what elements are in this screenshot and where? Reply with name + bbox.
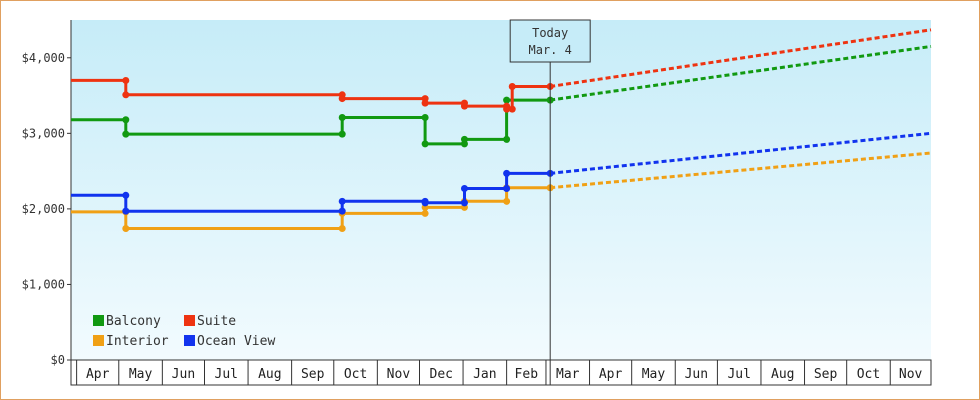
data-point-balcony [338,113,346,121]
series-suite [71,28,932,113]
data-point-suite [122,76,130,84]
data-point-balcony [503,96,511,104]
data-point-balcony [122,116,130,124]
data-point-interior [503,197,511,205]
data-point-ocean-view [338,197,346,205]
y-tick-label: $3,000 [22,126,65,140]
legend: Balcony Suite Interior Ocean View [93,314,275,349]
data-point-balcony [338,130,346,138]
y-tick-label: $4,000 [22,51,65,65]
x-tick-label: Aug [771,367,794,382]
x-tick-label: Mar [556,367,580,382]
data-point-interior [421,209,429,217]
data-point-suite [122,91,130,99]
data-point-ocean-view [122,207,130,215]
x-tick-label: Jun [172,367,195,382]
legend-swatch-interior [93,335,104,346]
data-point-ocean-view [460,184,468,192]
data-point-balcony [421,113,429,121]
x-tick-label: Feb [515,367,539,382]
legend-swatch-ocean-view [184,335,195,346]
legend-label-interior: Interior [106,334,169,349]
x-tick-label: Nov [387,367,411,382]
data-point-suite [421,99,429,107]
data-point-suite [460,102,468,110]
data-point-ocean-view [421,199,429,207]
today-date: Mar. 4 [529,43,572,57]
data-point-balcony [122,130,130,138]
today-marker: Today Mar. 4 [509,19,591,385]
data-point-interior [338,225,346,233]
y-axis: $0 $1,000 $2,000 $3,000 $4,000 [22,20,72,367]
x-tick-label: May [642,367,666,382]
data-point-suite [508,82,516,90]
x-tick-label: Oct [344,367,367,382]
data-point-interior [122,225,130,233]
x-tick-label: Apr [86,367,110,382]
data-point-balcony [460,135,468,143]
x-tick-label: May [129,367,153,382]
legend-label-balcony: Balcony [106,314,161,329]
y-tick-label: $0 [51,353,65,367]
data-point-ocean-view [338,207,346,215]
data-point-ocean-view [460,199,468,207]
x-tick-label: Nov [899,367,923,382]
x-tick-label: Jan [473,367,496,382]
legend-swatch-balcony [93,315,104,326]
series-lines [71,28,932,233]
x-tick-label: Sep [301,367,325,382]
data-point-balcony [421,140,429,148]
y-tick-label: $1,000 [22,277,65,291]
data-point-suite [338,95,346,103]
legend-label-suite: Suite [197,314,236,329]
today-label-box [509,19,591,63]
x-tick-label: Jun [685,367,708,382]
data-point-ocean-view [503,169,511,177]
data-point-suite [508,105,516,113]
data-point-ocean-view [503,184,511,192]
y-tick-label: $2,000 [22,202,65,216]
series-balcony [71,44,932,148]
data-point-balcony [503,135,511,143]
legend-label-ocean-view: Ocean View [197,334,275,349]
x-tick-label: Jul [727,367,750,382]
series-ocean-view [71,131,932,215]
x-tick-label: Apr [599,367,623,382]
projection-line-balcony [549,44,932,102]
data-point-suite [503,105,511,113]
x-tick-label: Jul [215,367,238,382]
x-axis-band [70,359,932,386]
x-tick-label: Oct [857,367,880,382]
x-tick-label: Sep [814,367,838,382]
legend-swatch-suite [184,315,195,326]
x-tick-label: Dec [430,367,453,382]
x-axis: Apr May Jun Jul Aug Sep Oct Nov Dec Jan Feb Mar Apr M… [70,359,932,386]
projection-line-suite [549,28,932,88]
data-point-ocean-view [122,191,130,199]
today-label: Today [532,26,568,40]
x-tick-label: Aug [258,367,281,382]
